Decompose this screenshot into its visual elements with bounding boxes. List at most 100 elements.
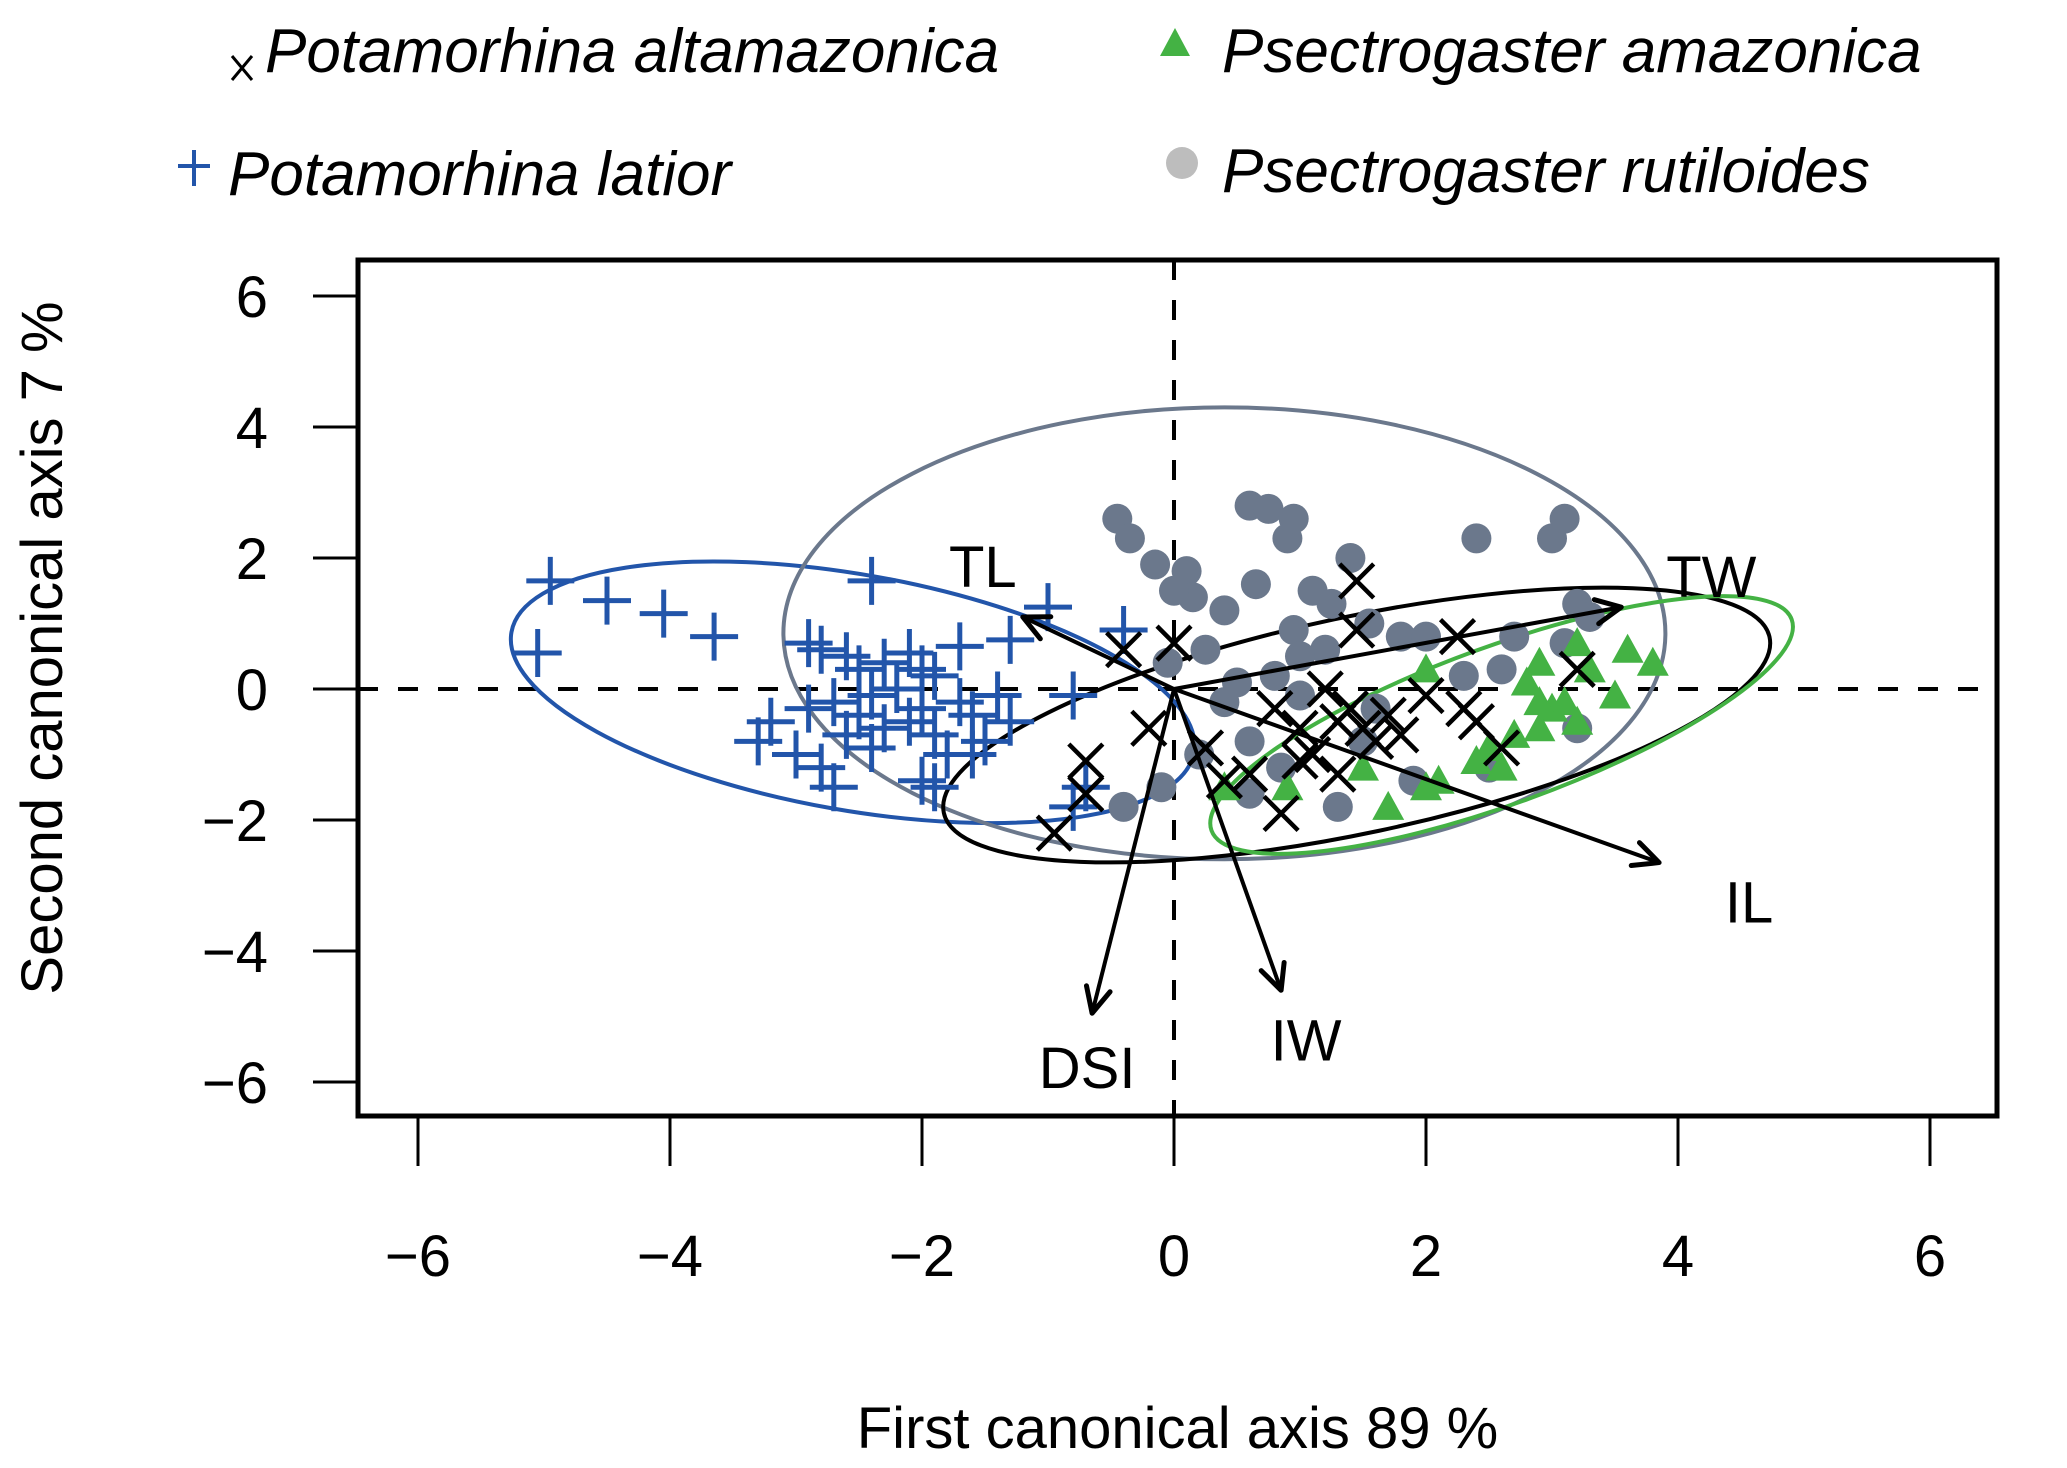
plus-point xyxy=(847,723,896,772)
y-axis-title: Second canonical axis 7 % xyxy=(10,301,75,994)
plus-point xyxy=(772,730,820,779)
triangle-point xyxy=(1636,646,1669,676)
plus-point xyxy=(639,589,688,638)
cross-point xyxy=(1306,670,1344,708)
cross-point xyxy=(1231,755,1269,793)
y-tick-label: 4 xyxy=(236,396,268,461)
arrow-head-icon xyxy=(1591,597,1624,627)
plus-point xyxy=(847,556,896,605)
vector-iw: IW xyxy=(1172,688,1342,1073)
y-axis: 6 4 2 0 −2 −4 −6 xyxy=(202,265,358,1116)
plus-point xyxy=(898,684,946,733)
triangle-point xyxy=(1208,771,1241,801)
cross-point xyxy=(1369,696,1407,734)
plus-point xyxy=(1061,763,1110,812)
circle-point xyxy=(1146,772,1177,803)
triangle-point xyxy=(1611,633,1644,663)
vector-line xyxy=(1021,615,1175,691)
cross-point xyxy=(1205,762,1243,800)
cross-point xyxy=(1331,690,1369,728)
plus-point xyxy=(835,645,883,694)
vector-tw: TW xyxy=(1173,545,1757,691)
y-tick-label: 6 xyxy=(236,265,268,330)
plus-point xyxy=(986,615,1035,664)
x-tick-label: −2 xyxy=(889,1224,955,1289)
variable-vectors: TL TW IL DSI IW xyxy=(949,535,1773,1101)
plus-point xyxy=(809,763,858,812)
y-tick-label: −2 xyxy=(202,789,268,854)
circle-point xyxy=(1234,778,1265,809)
plus-point xyxy=(734,717,783,766)
triangle-point xyxy=(1523,646,1556,676)
circle-marker-icon xyxy=(1166,147,1198,179)
vector-label: IW xyxy=(1271,1008,1342,1073)
circle-point xyxy=(1159,575,1189,606)
x-tick-label: 6 xyxy=(1914,1224,1946,1289)
circle-point xyxy=(1461,523,1492,554)
vector-tl: TL xyxy=(949,535,1175,691)
circle-point xyxy=(1240,569,1271,600)
cross-point xyxy=(1558,650,1596,688)
vector-il: IL xyxy=(1173,687,1773,936)
plus-point xyxy=(898,756,946,805)
plus-point xyxy=(784,619,833,668)
circle-point xyxy=(1322,791,1353,822)
cross-point xyxy=(1357,722,1395,760)
x-marker-icon xyxy=(230,55,254,81)
arrow-head-icon xyxy=(1258,959,1287,993)
cross-point xyxy=(1281,742,1319,780)
cross-point xyxy=(1483,729,1521,767)
plus-point xyxy=(910,710,959,759)
vector-dsi: DSI xyxy=(1039,688,1176,1101)
circle-point xyxy=(1354,608,1385,639)
triangle-point xyxy=(1599,679,1631,709)
plus-point xyxy=(797,743,846,792)
triangle-point xyxy=(1347,751,1379,781)
vector-line xyxy=(1090,688,1176,1014)
plus-point xyxy=(513,628,562,677)
data-points xyxy=(513,490,1669,852)
cross-point xyxy=(1382,716,1420,754)
triangle-point xyxy=(1561,627,1594,657)
legend-label: Potamorhina altamazonica xyxy=(265,17,999,86)
plus-point xyxy=(910,651,959,700)
plus-point xyxy=(583,576,631,625)
triangle-point xyxy=(1460,745,1493,775)
legend-item-amazonica: Psectrogaster amazonica xyxy=(1160,17,1922,86)
arrow-head-icon xyxy=(1020,614,1054,642)
plus-point xyxy=(885,697,934,746)
x-axis: −6 −4 −2 0 2 4 6 xyxy=(385,1116,1946,1289)
legend-label: Potamorhina latior xyxy=(228,140,733,209)
vector-line xyxy=(1173,605,1622,691)
circle-point xyxy=(1234,726,1265,757)
series-potamorhina-latior xyxy=(513,556,1148,831)
plus-point xyxy=(746,697,795,746)
plus-point xyxy=(910,763,959,812)
triangle-point xyxy=(1523,712,1556,742)
plus-point xyxy=(822,710,871,759)
triangle-point xyxy=(1548,686,1581,716)
x-axis-title: First canonical axis 89 % xyxy=(857,1396,1498,1461)
ellipse-potamorhina-altamazonica xyxy=(941,585,1773,865)
vector-line xyxy=(1173,687,1660,865)
y-tick-label: 0 xyxy=(236,658,268,723)
triangle-point xyxy=(1271,771,1304,801)
plus-point xyxy=(935,678,984,727)
series-psectrogaster-amazonica xyxy=(1208,627,1669,820)
triangle-point xyxy=(1410,653,1442,683)
ellipse-potamorhina-latior xyxy=(508,559,1197,826)
y-tick-label: 2 xyxy=(236,527,268,592)
arrow-head-icon xyxy=(1628,840,1662,869)
circle-point xyxy=(1108,791,1139,822)
circle-point xyxy=(1549,503,1580,534)
ellipse-psectrogaster-rutiloides xyxy=(781,405,1668,862)
cross-point xyxy=(1319,755,1357,793)
plus-point xyxy=(797,625,846,674)
cross-point xyxy=(1445,690,1483,728)
circle-point xyxy=(1209,595,1240,626)
circle-point xyxy=(1278,615,1309,646)
x-tick-label: 0 xyxy=(1158,1224,1190,1289)
plus-point xyxy=(986,697,1035,746)
cross-point xyxy=(1067,742,1105,780)
